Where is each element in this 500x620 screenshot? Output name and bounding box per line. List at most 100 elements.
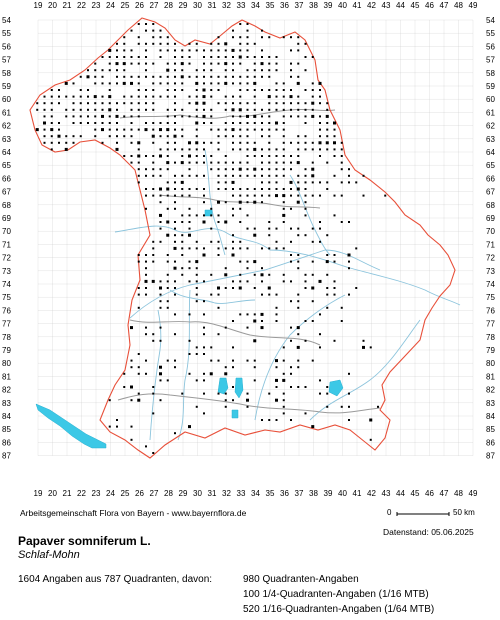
occurrence-dot: [268, 115, 271, 118]
occurrence-dot: [166, 187, 170, 191]
occurrence-dot: [246, 155, 249, 157]
occurrence-dot: [231, 128, 235, 132]
occurrence-dot: [159, 326, 162, 329]
occurrence-dot: [174, 333, 176, 336]
occurrence-dot: [50, 141, 53, 144]
occurrence-dot: [246, 36, 249, 39]
occurrence-dot: [166, 300, 169, 303]
occurrence-dot: [232, 287, 234, 289]
occurrence-dot: [195, 95, 198, 98]
y-tick-label: 57: [486, 56, 495, 65]
occurrence-dot: [275, 181, 278, 184]
occurrence-dot: [261, 108, 263, 111]
occurrence-dot: [188, 194, 191, 197]
x-tick-label: 20: [48, 1, 57, 10]
occurrence-dot: [181, 89, 184, 91]
occurrence-dot: [174, 227, 176, 230]
occurrence-dot: [137, 56, 140, 58]
occurrence-dot: [311, 273, 314, 276]
occurrence-dot: [210, 293, 213, 296]
occurrence-dot: [333, 141, 336, 145]
occurrence-dot: [362, 174, 365, 177]
x-tick-label: 32: [222, 489, 231, 498]
occurrence-dot: [268, 135, 271, 138]
occurrence-dot: [261, 49, 263, 52]
occurrence-dot: [203, 201, 205, 204]
occurrence-dot: [50, 128, 54, 132]
occurrence-dot: [246, 114, 249, 118]
occurrence-dot: [166, 287, 169, 289]
occurrence-dot: [101, 122, 104, 124]
occurrence-dot: [340, 181, 343, 184]
occurrence-dot: [268, 161, 271, 164]
occurrence-dot: [326, 108, 329, 111]
occurrence-dot: [159, 213, 162, 217]
occurrence-dot: [384, 194, 387, 197]
occurrence-dot: [290, 419, 292, 421]
x-tick-label: 37: [295, 1, 304, 10]
river-isar: [254, 294, 346, 421]
occurrence-dot: [101, 69, 104, 72]
occurrence-dot: [108, 69, 111, 72]
occurrence-dot: [217, 56, 220, 58]
x-tick-label: 36: [280, 1, 289, 10]
occurrence-dot: [246, 326, 249, 329]
occurrence-dot: [94, 135, 97, 138]
occurrence-dot: [108, 108, 112, 112]
occurrence-dot: [152, 452, 155, 454]
occurrence-dot: [311, 95, 314, 98]
occurrence-dot: [123, 69, 126, 72]
occurrence-dot: [290, 254, 292, 256]
occurrence-dot: [210, 161, 213, 164]
occurrence-dot: [290, 155, 292, 157]
occurrence-dot: [145, 23, 147, 25]
occurrence-dot: [246, 201, 249, 204]
occurrence-dot: [311, 240, 314, 243]
x-tick-label: 48: [454, 1, 463, 10]
occurrence-dot: [50, 115, 53, 118]
occurrence-dot: [290, 62, 292, 65]
occurrence-dot: [123, 102, 126, 105]
occurrence-dot: [65, 135, 68, 138]
x-tick-label: 37: [295, 489, 304, 498]
occurrence-dot: [311, 114, 315, 118]
occurrence-dot: [296, 81, 300, 85]
occurrence-dot: [195, 280, 198, 283]
occurrence-dot: [347, 253, 351, 257]
occurrence-dot: [137, 168, 140, 171]
occurrence-dot: [297, 260, 300, 263]
x-tick-label: 26: [135, 1, 144, 10]
occurrence-dot: [166, 122, 169, 124]
occurrence-dot: [217, 161, 220, 164]
occurrence-dot: [174, 128, 176, 131]
occurrence-dot: [195, 267, 198, 270]
data-date: Datenstand: 05.06.2025: [383, 527, 474, 537]
occurrence-dot: [282, 128, 285, 131]
occurrence-dot: [181, 188, 184, 190]
occurrence-dot: [210, 227, 213, 230]
occurrence-dot: [166, 220, 170, 224]
occurrence-dot: [282, 359, 285, 362]
occurrence-dot: [238, 286, 242, 290]
occurrence-dot: [43, 141, 46, 144]
occurrence-dot: [116, 135, 118, 138]
x-tick-label: 22: [77, 489, 86, 498]
occurrence-dot: [333, 287, 336, 289]
occurrence-dot: [123, 135, 126, 138]
occurrence-dot: [152, 29, 155, 32]
occurrence-dot: [268, 128, 271, 131]
occurrence-dot: [181, 267, 184, 270]
y-axis-left: 54 55 56 57 58 59 60 61 62 63 64 65 66 67 68 69 70 71 72 73…: [2, 16, 11, 461]
occurrence-dot: [348, 221, 350, 223]
occurrence-dot: [210, 214, 213, 217]
occurrence-dot: [238, 108, 242, 112]
y-tick-label: 87: [486, 452, 495, 461]
occurrence-dot: [232, 359, 234, 362]
occurrence-dot: [87, 102, 89, 105]
occurrence-dot: [224, 69, 227, 72]
scale-unit-label: 50 km: [453, 508, 475, 517]
occurrence-dot: [297, 36, 300, 39]
x-tick-label: 36: [280, 489, 289, 498]
occurrence-dot: [94, 62, 97, 65]
occurrence-dot: [268, 56, 271, 58]
